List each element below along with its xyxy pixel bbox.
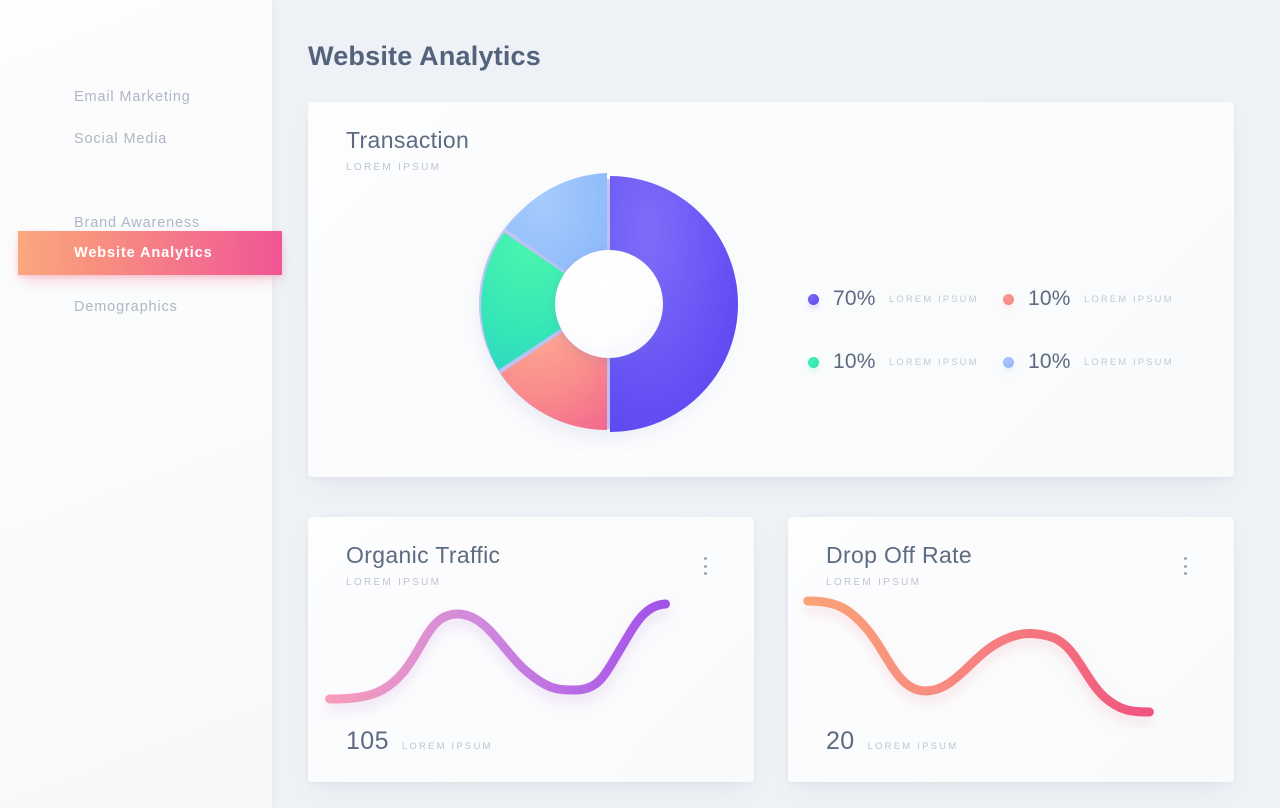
donut-slice-purple[interactable] bbox=[610, 176, 738, 432]
transaction-card: Transaction LOREM IPSUM bbox=[308, 102, 1234, 477]
kebab-dot bbox=[1183, 572, 1187, 575]
drop-off-rate-line bbox=[803, 596, 1154, 717]
legend-color-dot-icon bbox=[1003, 293, 1014, 305]
legend-label: LOREM IPSUM bbox=[1084, 356, 1174, 368]
kebab-dot bbox=[703, 564, 707, 568]
donut-center-hole bbox=[555, 250, 663, 358]
organic-traffic-title: Organic Traffic bbox=[346, 542, 501, 568]
legend-percent: 10% bbox=[1028, 350, 1071, 373]
transaction-card-header: Transaction LOREM IPSUM bbox=[308, 102, 1234, 173]
drop-off-rate-sparkline bbox=[803, 596, 1154, 717]
legend-percent: 10% bbox=[833, 350, 876, 373]
organic-traffic-subtitle: LOREM IPSUM bbox=[346, 577, 442, 589]
drop-off-rate-header: Drop Off Rate LOREM IPSUM bbox=[788, 517, 1234, 588]
legend-percent: 70% bbox=[833, 287, 876, 310]
kebab-menu-icon[interactable] bbox=[1176, 555, 1194, 577]
main-content: Website Analytics Transaction LOREM IPSU… bbox=[272, 0, 1280, 808]
sidebar-item-label: Social Media bbox=[74, 131, 168, 147]
legend-item[interactable]: 10% LOREM IPSUM bbox=[808, 350, 1003, 374]
kebab-dot bbox=[1183, 557, 1187, 560]
sidebar-nav: Email Marketing Social Media Website Ana… bbox=[0, 76, 282, 328]
organic-traffic-card: Organic Traffic LOREM IPSUM bbox=[308, 517, 754, 782]
transaction-legend: 70% LOREM IPSUM 10% LOREM IPSUM 10% LORE… bbox=[808, 287, 1198, 374]
legend-percent: 10% bbox=[1028, 287, 1071, 310]
donut-svg bbox=[479, 173, 738, 432]
donut-slice-teal[interactable] bbox=[481, 232, 604, 371]
transaction-card-title: Transaction bbox=[346, 127, 470, 153]
stat-label: LOREM IPSUM bbox=[401, 741, 493, 752]
drop-off-rate-subtitle: LOREM IPSUM bbox=[826, 577, 922, 589]
organic-traffic-sparkline bbox=[325, 599, 671, 704]
transaction-card-subtitle: LOREM IPSUM bbox=[346, 162, 442, 174]
legend-item[interactable]: 70% LOREM IPSUM bbox=[808, 287, 1003, 311]
organic-traffic-header: Organic Traffic LOREM IPSUM bbox=[308, 517, 754, 588]
sidebar-item-label: Website Analytics bbox=[74, 245, 213, 261]
drop-off-rate-card: Drop Off Rate LOREM IPSUM bbox=[788, 517, 1234, 782]
legend-color-dot-icon bbox=[1003, 356, 1014, 368]
kebab-dot bbox=[703, 572, 707, 575]
sidebar-item-demographics[interactable]: Demographics bbox=[0, 286, 272, 328]
sidebar-item-brand-awareness[interactable]: Brand Awareness bbox=[0, 202, 272, 244]
donut-slices bbox=[481, 173, 738, 432]
stat-value: 20 bbox=[826, 727, 855, 755]
stat-value: 105 bbox=[346, 727, 389, 755]
legend-item[interactable]: 10% LOREM IPSUM bbox=[1003, 287, 1198, 311]
organic-traffic-line bbox=[325, 599, 671, 704]
sidebar: Email Marketing Social Media Website Ana… bbox=[0, 0, 282, 808]
kebab-dot bbox=[703, 557, 707, 560]
legend-color-dot-icon bbox=[808, 356, 819, 368]
bottom-cards-row: Organic Traffic LOREM IPSUM bbox=[308, 517, 1234, 782]
sidebar-item-label: Email Marketing bbox=[74, 89, 191, 105]
drop-off-rate-title: Drop Off Rate bbox=[826, 542, 973, 568]
kebab-dot bbox=[1183, 564, 1187, 568]
transaction-donut-chart bbox=[458, 152, 748, 442]
sidebar-item-label: Demographics bbox=[74, 299, 178, 315]
sidebar-item-website-analytics[interactable]: Website Analytics bbox=[18, 231, 282, 275]
organic-traffic-stat: 105 LOREM IPSUM bbox=[346, 727, 493, 756]
legend-item[interactable]: 10% LOREM IPSUM bbox=[1003, 350, 1198, 374]
sidebar-item-social-media[interactable]: Social Media bbox=[0, 118, 272, 160]
drop-off-rate-stat: 20 LOREM IPSUM bbox=[826, 727, 958, 756]
legend-label: LOREM IPSUM bbox=[889, 293, 979, 305]
legend-color-dot-icon bbox=[808, 293, 819, 305]
stat-label: LOREM IPSUM bbox=[867, 741, 959, 752]
legend-label: LOREM IPSUM bbox=[889, 356, 979, 368]
sidebar-item-email-marketing[interactable]: Email Marketing bbox=[0, 76, 272, 118]
sidebar-item-label: Brand Awareness bbox=[74, 215, 201, 231]
page-title: Website Analytics bbox=[308, 41, 541, 71]
kebab-menu-icon[interactable] bbox=[696, 555, 714, 577]
legend-label: LOREM IPSUM bbox=[1084, 293, 1174, 305]
